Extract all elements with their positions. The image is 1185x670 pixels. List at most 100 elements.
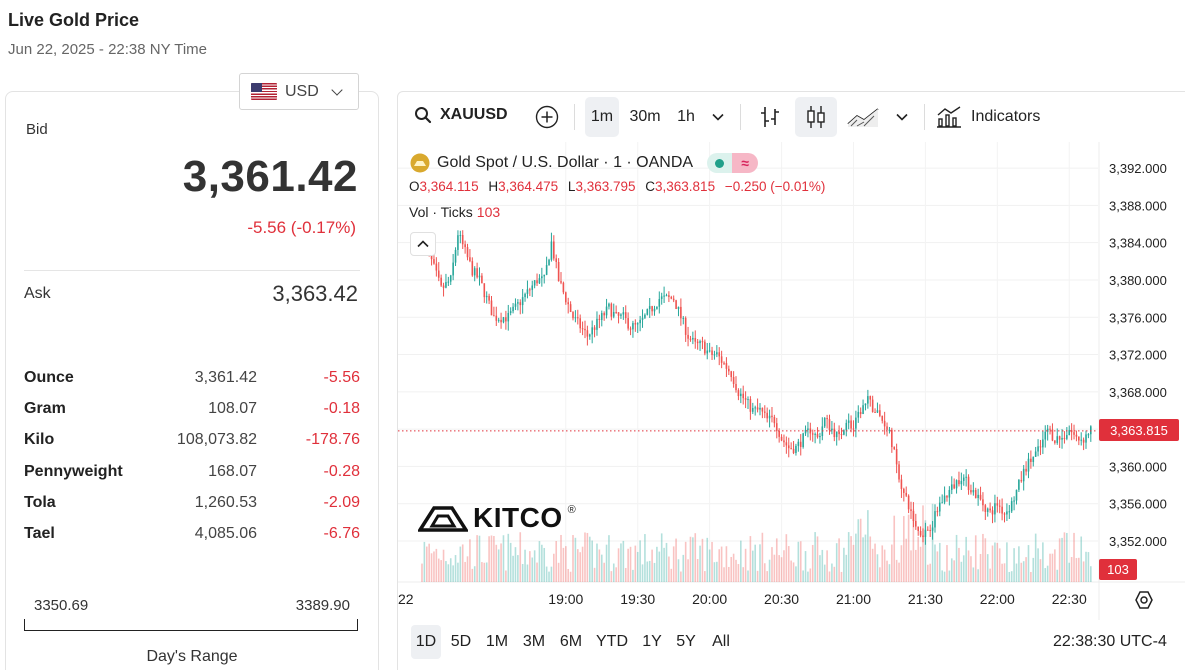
- volume-bar: [615, 567, 617, 582]
- volume-bar: [553, 553, 555, 582]
- volume-bar: [483, 562, 486, 582]
- volume-bar: [1027, 545, 1030, 582]
- volume-bar: [521, 564, 524, 582]
- candle-body: [828, 419, 831, 431]
- candle-body: [1066, 435, 1068, 439]
- volume-bar: [442, 549, 445, 582]
- range-6m[interactable]: 6M: [559, 633, 583, 650]
- volume-bar: [984, 538, 987, 582]
- volume-bar: [759, 544, 761, 582]
- interval-30m[interactable]: 30m: [629, 108, 661, 125]
- volume-bar: [574, 537, 577, 582]
- volume-bar: [768, 559, 771, 582]
- chart-type-dropdown[interactable]: [890, 97, 914, 137]
- range-3m[interactable]: 3M: [522, 633, 546, 650]
- candle-body: [557, 262, 560, 282]
- volume-bar: [732, 553, 735, 582]
- indicators-button[interactable]: Indicators: [936, 97, 1058, 137]
- bar-chart-type-button[interactable]: [754, 97, 786, 137]
- volume-bar: [835, 543, 838, 582]
- candle-body: [701, 341, 704, 343]
- volume-bar: [771, 547, 773, 582]
- candle-body: [972, 490, 975, 493]
- volume-bar: [900, 545, 903, 582]
- candle-body: [519, 302, 522, 306]
- range-1d[interactable]: 1D: [411, 625, 441, 659]
- volume-bar: [694, 533, 697, 582]
- range-ytd[interactable]: YTD: [596, 633, 628, 650]
- range-1y[interactable]: 1Y: [642, 633, 662, 650]
- candle-body: [469, 257, 471, 262]
- volume-bar: [967, 550, 970, 582]
- volume-bar: [526, 564, 529, 582]
- symbol-search[interactable]: XAUUSD: [414, 106, 508, 124]
- interval-1m[interactable]: 1m: [585, 97, 619, 137]
- candle-body: [833, 428, 836, 438]
- candle-body: [445, 282, 447, 288]
- candle-body: [502, 317, 505, 323]
- volume-bar: [493, 535, 495, 582]
- volume-bar: [653, 562, 656, 582]
- candle-body: [478, 275, 481, 278]
- candle-body: [687, 334, 689, 339]
- range-all[interactable]: All: [712, 633, 730, 650]
- volume-bar: [584, 532, 586, 582]
- candle-body: [811, 433, 814, 435]
- area-chart-type-button[interactable]: [845, 97, 881, 137]
- range-1m[interactable]: 1M: [485, 633, 509, 650]
- volume-bar: [459, 546, 462, 582]
- candle-body: [1025, 468, 1027, 472]
- volume-bar: [548, 571, 550, 582]
- candle-body: [1034, 451, 1037, 457]
- compare-symbol-button[interactable]: [532, 97, 562, 137]
- candle-body: [696, 341, 699, 344]
- day-range-high: 3389.90: [295, 597, 350, 614]
- candle-body: [751, 407, 754, 412]
- volume-bar: [881, 545, 884, 582]
- candle-body: [1001, 506, 1003, 514]
- candle-body: [859, 411, 862, 415]
- volume-bar: [591, 540, 593, 582]
- price-chart[interactable]: 3,392.000 3,388.000 3,384.000 3,380.000 3,37…: [398, 142, 1185, 620]
- candle-body: [725, 363, 728, 369]
- volume-bar: [936, 551, 939, 582]
- candle-body: [483, 283, 486, 298]
- volume-bar: [1032, 557, 1035, 582]
- x-tick-label: 21:00: [836, 591, 871, 607]
- collapse-legend-button[interactable]: [410, 232, 436, 256]
- range-5y[interactable]: 5Y: [676, 633, 696, 650]
- volume-bar: [1039, 559, 1042, 582]
- range-5d[interactable]: 5D: [450, 633, 472, 650]
- y-tick-label: 3,352.000: [1109, 534, 1167, 549]
- candle-body: [919, 530, 922, 536]
- candle-body: [874, 411, 876, 413]
- volume-bar: [632, 569, 634, 582]
- candle-body: [823, 417, 826, 427]
- candle-body: [795, 445, 797, 454]
- candle-body: [742, 393, 745, 399]
- candle-chart-type-button[interactable]: [795, 97, 837, 137]
- interval-dropdown[interactable]: [706, 97, 730, 137]
- chart-clock[interactable]: 22:38:30 UTC-4: [1053, 633, 1167, 650]
- candle-body: [802, 433, 804, 447]
- volume-bar: [804, 551, 807, 582]
- chart-settings-button[interactable]: [1132, 588, 1156, 612]
- unit-change: -178.76: [305, 431, 360, 449]
- candle-body: [708, 350, 711, 352]
- candle-body: [766, 412, 768, 419]
- volume-bar: [605, 544, 608, 582]
- volume-bar: [593, 567, 596, 582]
- currency-select[interactable]: USD: [239, 73, 359, 110]
- volume-bar: [524, 549, 526, 582]
- candle-body: [917, 526, 920, 531]
- volume-bar: [665, 542, 668, 582]
- volume-bar: [943, 571, 946, 582]
- candle-body: [485, 295, 488, 298]
- page-title: Live Gold Price: [8, 10, 140, 30]
- candle-body: [1082, 439, 1085, 443]
- candle-body: [915, 520, 917, 527]
- market-status-badge[interactable]: ≈: [707, 153, 759, 173]
- interval-1h[interactable]: 1h: [677, 108, 695, 125]
- volume-bar: [1066, 532, 1068, 582]
- y-tick-label: 3,392.000: [1109, 161, 1167, 176]
